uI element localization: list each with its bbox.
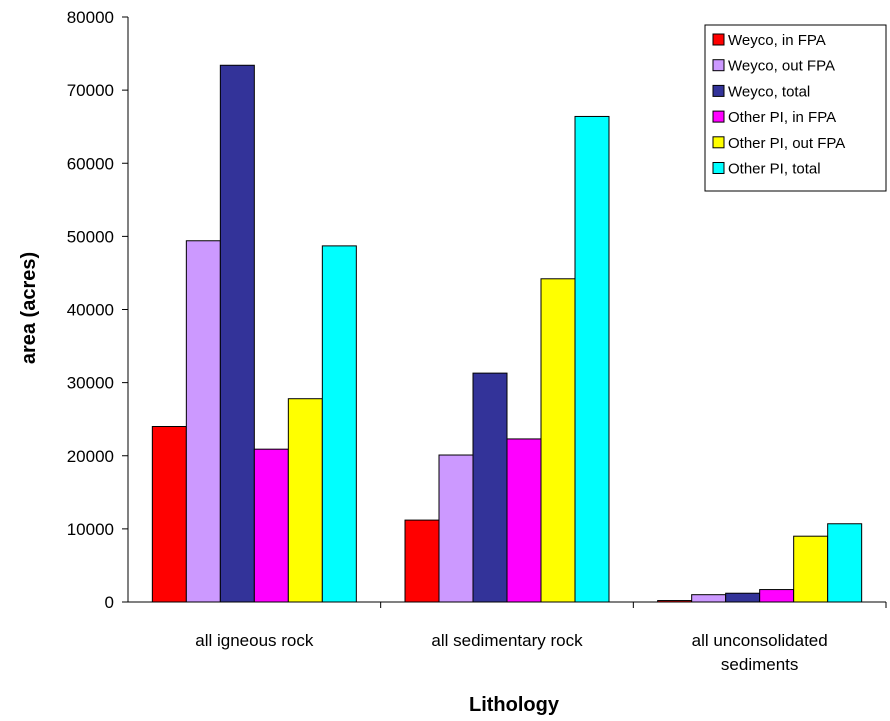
y-tick-label: 50000 (67, 227, 114, 246)
bar (541, 279, 575, 602)
legend-entry: Weyco, out FPA (728, 58, 835, 75)
y-tick-label: 70000 (67, 81, 114, 100)
legend-swatch (713, 60, 724, 71)
y-tick-label: 10000 (67, 520, 114, 539)
bar (828, 524, 862, 602)
bar (575, 116, 609, 602)
x-tick-label-line: sediments (721, 655, 798, 674)
bar (726, 593, 760, 602)
bar (507, 439, 541, 602)
y-tick-label: 40000 (67, 301, 114, 320)
legend-swatch (713, 137, 724, 148)
bar (794, 536, 828, 602)
y-tick-label: 0 (105, 593, 114, 612)
legend: Weyco, in FPA Weyco, out FPA Weyco, total O… (705, 25, 886, 191)
bar (439, 455, 473, 602)
bar (254, 449, 288, 602)
y-tick-labels: 0 10000 20000 30000 40000 50000 60000 70000 8000… (67, 8, 114, 612)
x-tick-label-line: all sedimentary rock (431, 631, 583, 650)
legend-entry: Other PI, out FPA (728, 135, 845, 152)
legend-swatch (713, 163, 724, 174)
legend-swatch (713, 34, 724, 45)
y-tick-label: 20000 (67, 447, 114, 466)
legend-swatch (713, 85, 724, 96)
legend-entry: Other PI, in FPA (728, 109, 836, 126)
legend-swatch (713, 111, 724, 122)
x-tick-label: all unconsolidated sediments (692, 631, 828, 674)
x-axis-title: Lithology (469, 694, 560, 716)
legend-entry: Other PI, total (728, 161, 821, 178)
bar (692, 595, 726, 602)
y-axis-title: area (acres) (18, 252, 40, 364)
bar (186, 241, 220, 602)
legend-entry: Weyco, in FPA (728, 32, 826, 49)
bar (220, 65, 254, 602)
legend-entry: Weyco, total (728, 83, 810, 100)
x-tick-labels: all igneous rock all sedimentary rock all … (195, 631, 827, 674)
x-tick-label-line: all igneous rock (195, 631, 314, 650)
y-tick-label: 30000 (67, 374, 114, 393)
y-tick-label: 60000 (67, 154, 114, 173)
bar (760, 590, 794, 602)
bar (152, 427, 186, 603)
x-tick-label-line: all unconsolidated (692, 631, 828, 650)
bar (322, 246, 356, 602)
x-tick-label: all sedimentary rock (431, 631, 583, 650)
x-tick-label: all igneous rock (195, 631, 314, 650)
bar (405, 520, 439, 602)
bar (473, 373, 507, 602)
bar (288, 399, 322, 602)
y-tick-label: 80000 (67, 8, 114, 27)
